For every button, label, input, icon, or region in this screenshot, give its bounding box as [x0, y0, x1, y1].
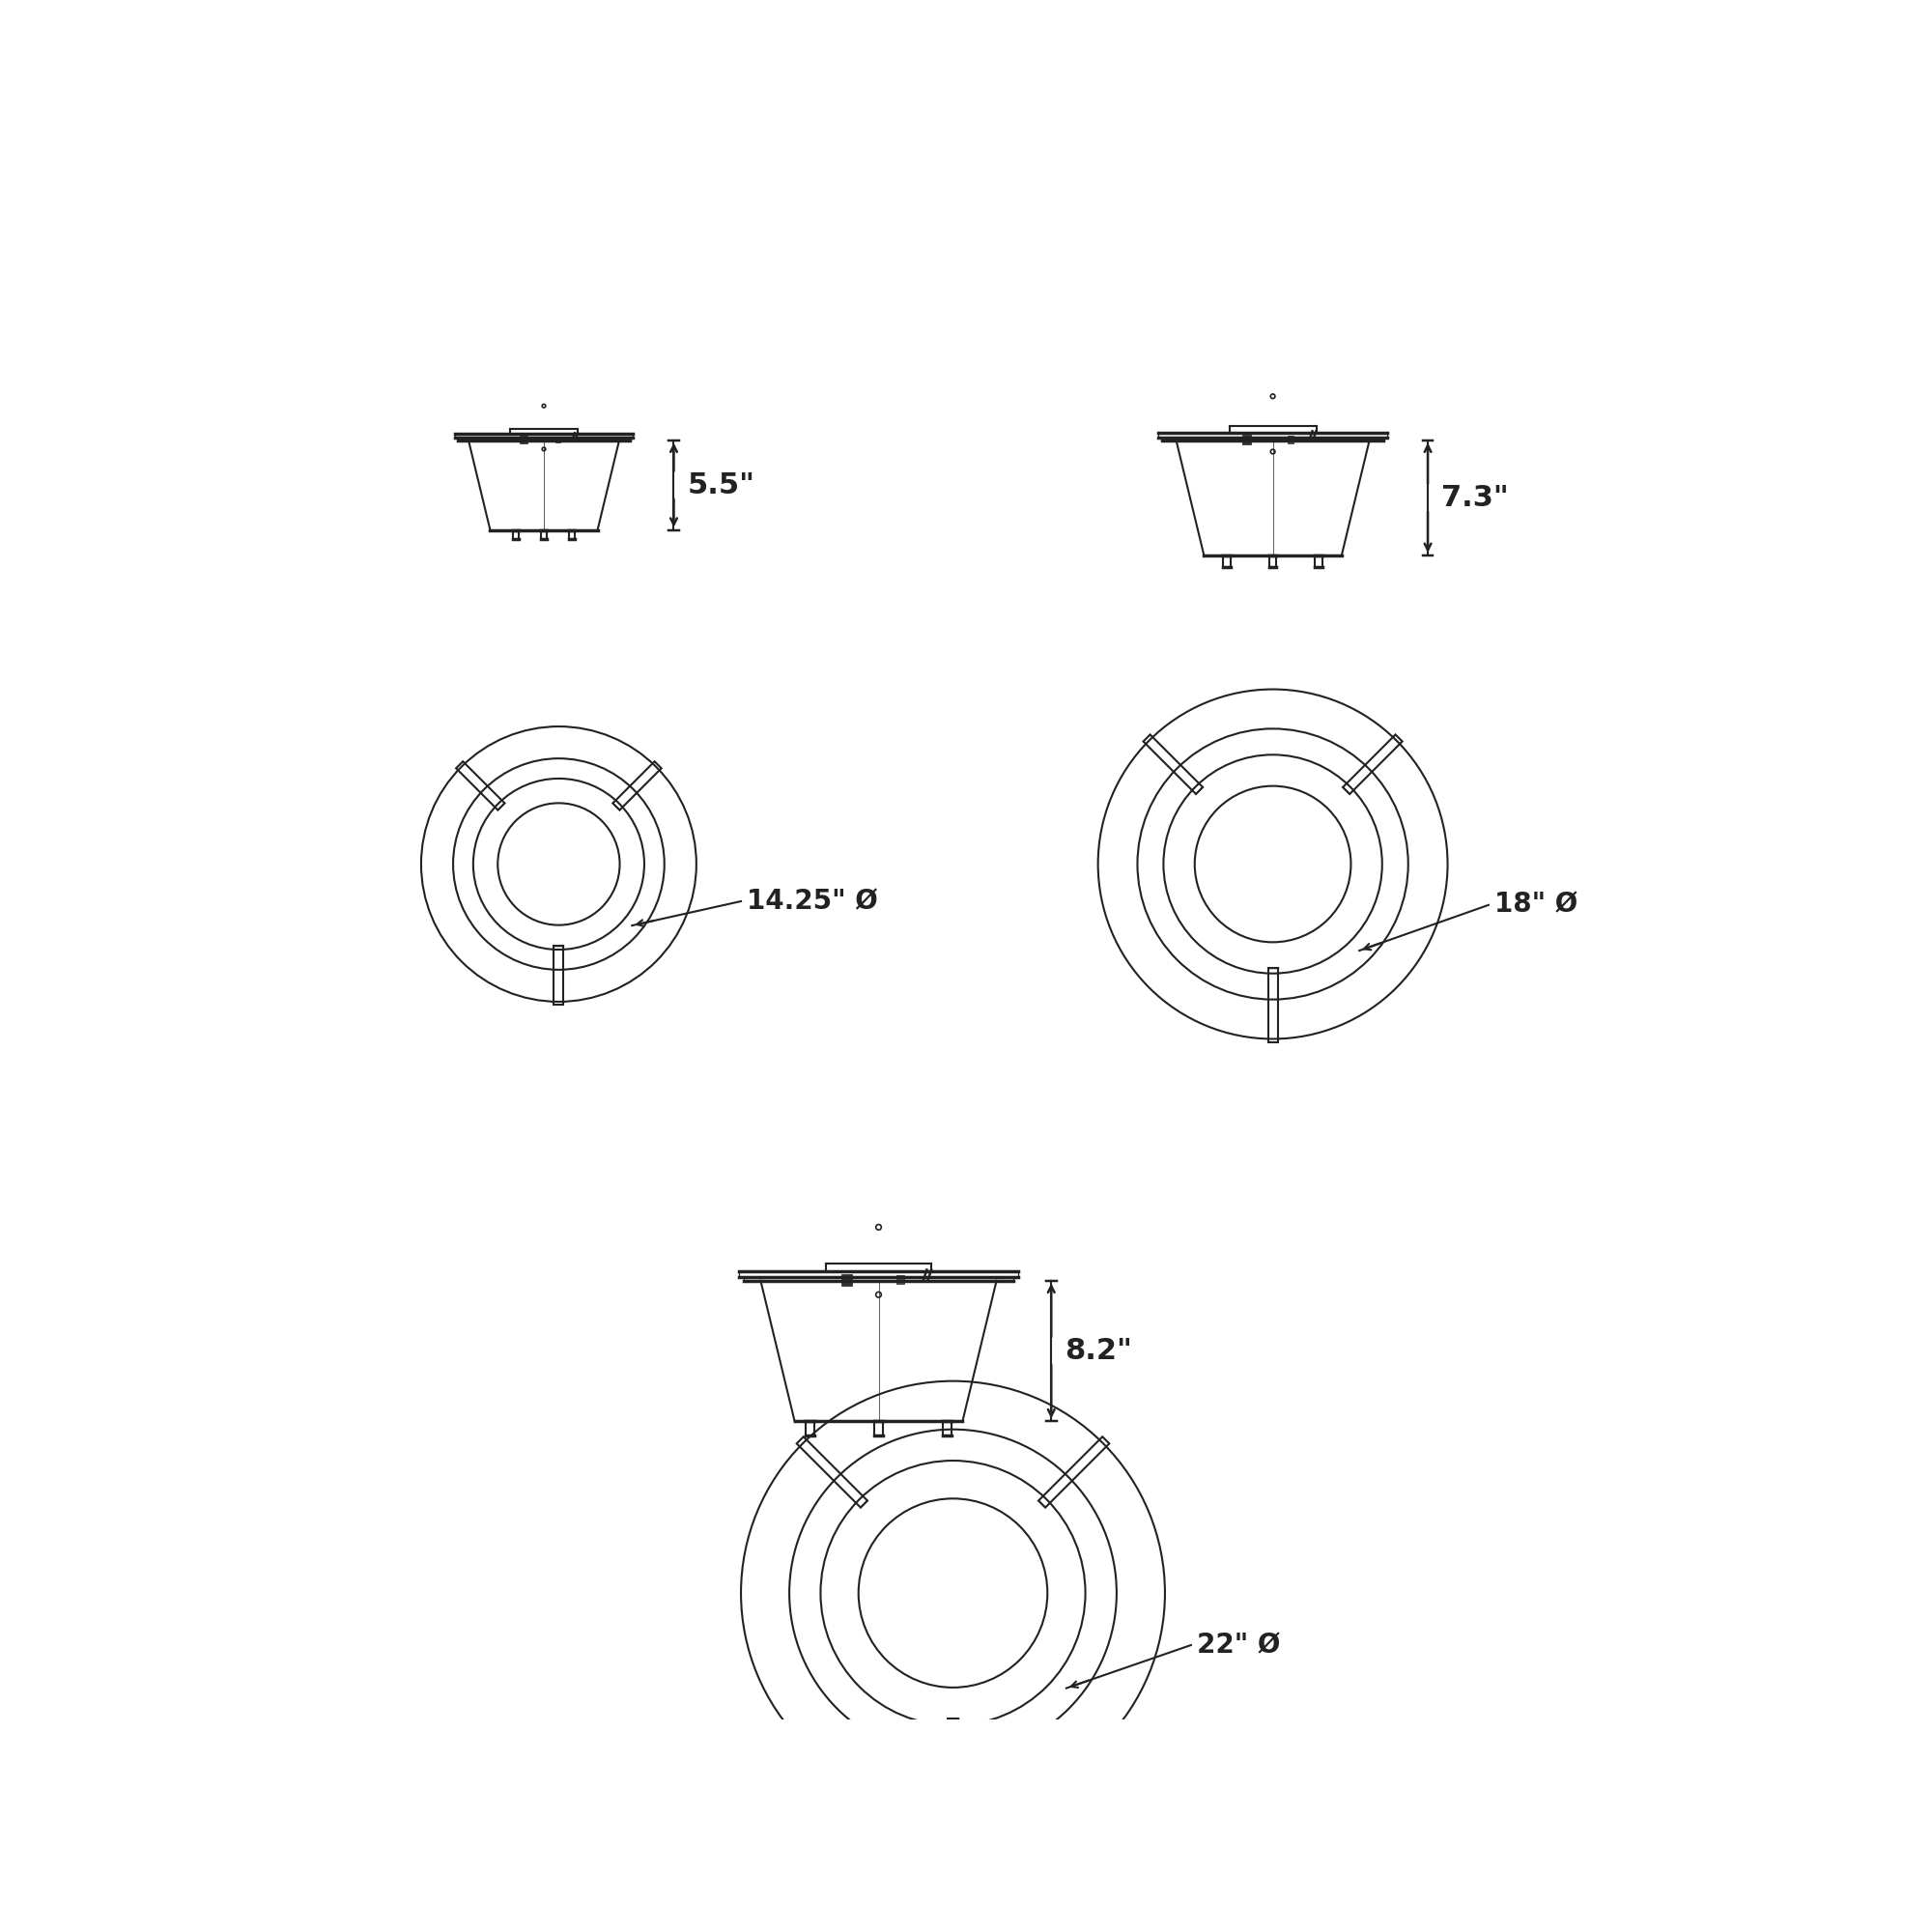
Text: 18" Ø: 18" Ø [1495, 891, 1578, 918]
FancyBboxPatch shape [520, 437, 527, 444]
FancyBboxPatch shape [840, 1273, 852, 1287]
Text: 5.5": 5.5" [688, 471, 755, 498]
FancyBboxPatch shape [896, 1275, 904, 1285]
FancyBboxPatch shape [554, 437, 560, 442]
Text: 14.25" Ø: 14.25" Ø [748, 889, 877, 916]
FancyBboxPatch shape [1242, 435, 1252, 444]
Text: 8.2": 8.2" [1065, 1337, 1132, 1366]
Text: 7.3": 7.3" [1441, 483, 1509, 512]
Text: 22" Ø: 22" Ø [1198, 1631, 1281, 1658]
FancyBboxPatch shape [1287, 435, 1294, 442]
